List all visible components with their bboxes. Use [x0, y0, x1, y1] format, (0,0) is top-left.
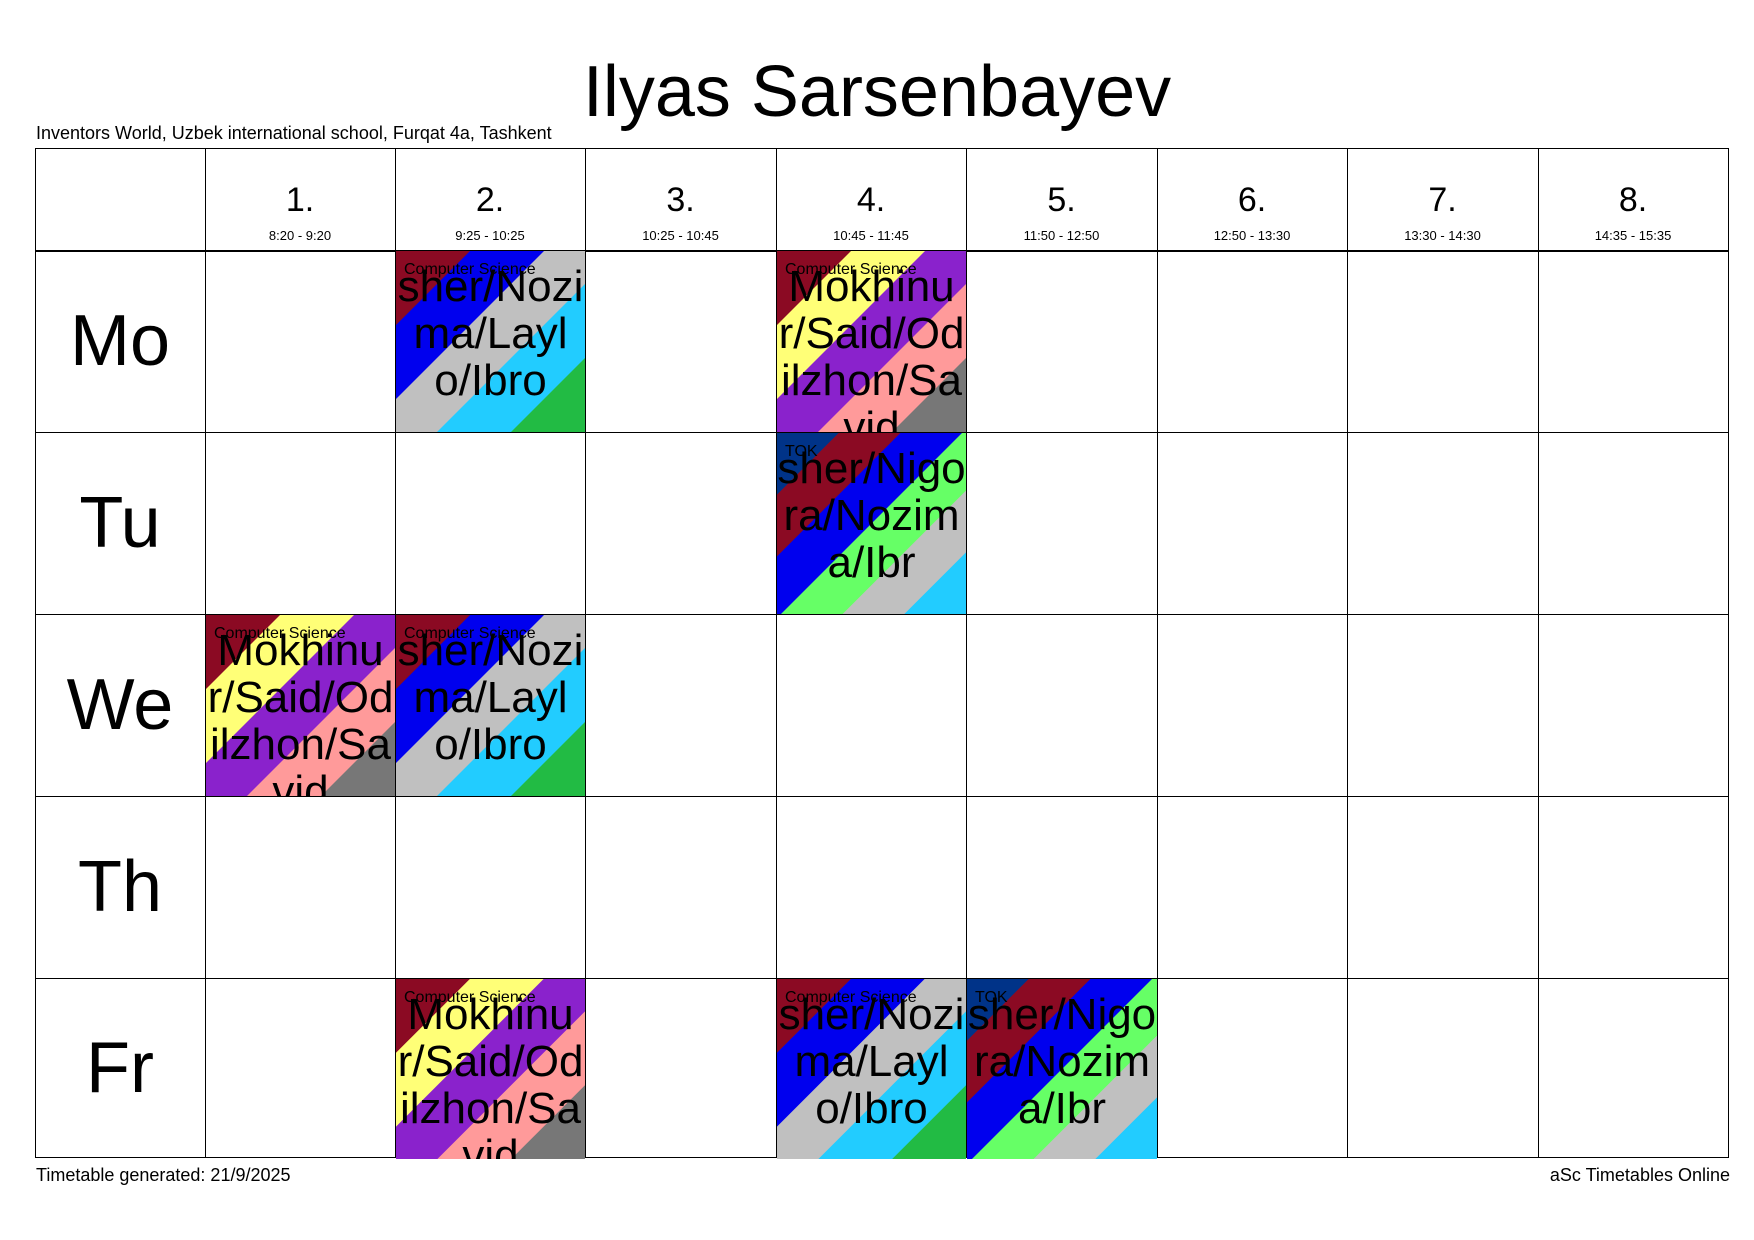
- lesson-card[interactable]: TOK sher/Nigora/Nozima/Ibr: [777, 433, 966, 614]
- day-label: Tu: [79, 483, 161, 563]
- stripe: [904, 552, 966, 614]
- period-number: 6.: [1237, 181, 1267, 219]
- period-number: 3.: [666, 181, 695, 219]
- lesson-subject: Computer Science: [404, 261, 536, 278]
- lesson-stripes: [777, 979, 966, 1159]
- period-number: 1.: [285, 181, 315, 219]
- generated-date: Timetable generated: 21/9/2025: [36, 1165, 291, 1185]
- period-time: 14:35 - 15:35: [1594, 228, 1672, 243]
- stripe: [777, 251, 966, 432]
- lesson-teachers: sher/Nozima/Laylo/Ibro: [397, 626, 584, 769]
- lesson-teachers: Mokhinur/Said/Odilzhon/Savid: [397, 990, 584, 1159]
- page-title: Ilyas Sarsenbayev: [582, 52, 1172, 132]
- grid-vline: [966, 149, 967, 1157]
- lesson-stripes: [967, 979, 1157, 1159]
- period-number: 2.: [475, 181, 505, 219]
- grid-hline: [36, 614, 1728, 615]
- grid-vline: [776, 149, 777, 1157]
- grid-hline: [36, 978, 1728, 979]
- period-time: 12:50 - 13:30: [1213, 228, 1291, 243]
- lesson-card[interactable]: Computer Science Mokhinur/Said/Odilzhon/S…: [206, 615, 395, 796]
- period-header: 5. 11:50 - 12:50: [966, 149, 1157, 250]
- lesson-stripes: [396, 979, 585, 1159]
- timetable-grid: 1. 8:20 - 9:20 2. 9:25 - 10:25 3. 10:25 - 10:…: [35, 148, 1729, 1159]
- lesson-card[interactable]: TOK sher/Nigora/Nozima/Ibr: [967, 979, 1157, 1159]
- stripe: [206, 615, 395, 796]
- period-header: 1. 8:20 - 9:20: [205, 149, 395, 250]
- lesson-stripes: [396, 251, 585, 432]
- grid-hline: [36, 796, 1728, 797]
- period-header: 6. 12:50 - 13:30: [1157, 149, 1347, 250]
- stripe: [511, 358, 585, 432]
- day-label: Th: [77, 847, 163, 927]
- period-header: 8. 14:35 - 15:35: [1538, 149, 1728, 250]
- lesson-card[interactable]: Computer Science Mokhinur/Said/Odilzhon/S…: [396, 979, 585, 1159]
- stripe: [1095, 1097, 1157, 1159]
- lesson-card[interactable]: Computer Science Mokhinur/Said/Odilzhon/S…: [777, 251, 966, 432]
- stripe: [777, 433, 963, 614]
- period-number: 8.: [1618, 181, 1648, 219]
- stripe: [967, 979, 1153, 1159]
- lesson-card[interactable]: Computer Science sher/Nozima/Laylo/Ibro: [396, 251, 585, 432]
- stripe: [396, 251, 585, 432]
- lesson-subject: Computer Science: [404, 989, 536, 1006]
- lesson-stripes: [777, 251, 966, 432]
- lesson-teachers: sher/Nozima/Laylo/Ibro: [397, 262, 584, 405]
- stripe: [972, 979, 1157, 1159]
- period-number: 4.: [856, 181, 886, 219]
- lesson-teachers: Mokhinur/Said/Odilzhon/Savid: [778, 262, 965, 432]
- stripe: [396, 979, 585, 1159]
- period-header: 4. 10:45 - 11:45: [776, 149, 966, 250]
- lesson-stripes: [396, 615, 585, 796]
- lesson-subject: Computer Science: [404, 625, 536, 642]
- lesson-stripes: [206, 615, 395, 796]
- period-time: 8:20 - 9:20: [268, 228, 332, 243]
- lesson-card[interactable]: Computer Science sher/Nozima/Laylo/Ibro: [777, 979, 966, 1159]
- stripe: [777, 979, 966, 1159]
- period-time: 11:50 - 12:50: [1023, 228, 1100, 243]
- grid-vline: [1157, 149, 1158, 1157]
- day-label: Mo: [69, 301, 171, 381]
- period-time: 10:45 - 11:45: [833, 228, 909, 243]
- grid-vline: [1347, 149, 1348, 1157]
- lesson-subject: TOK: [975, 989, 1008, 1006]
- stripe: [511, 722, 585, 796]
- period-header: 7. 13:30 - 14:30: [1347, 149, 1538, 250]
- lesson-teachers: sher/Nigora/Nozima/Ibr: [777, 444, 966, 587]
- lesson-subject: Computer Science: [785, 261, 917, 278]
- period-time: 9:25 - 10:25: [455, 228, 525, 243]
- grid-hline: [36, 432, 1728, 433]
- period-time: 10:25 - 10:45: [642, 228, 719, 243]
- lesson-subject: TOK: [785, 443, 818, 460]
- grid-vline: [585, 149, 586, 1157]
- grid-vline: [1538, 149, 1539, 1157]
- stripe: [892, 358, 966, 432]
- lesson-card[interactable]: Computer Science sher/Nozima/Laylo/Ibro: [396, 615, 585, 796]
- period-number: 7.: [1428, 181, 1457, 219]
- stripe: [321, 722, 395, 796]
- lesson-teachers: Mokhinur/Said/Odilzhon/Savid: [207, 626, 394, 796]
- school-address: Inventors World, Uzbek international sch…: [36, 123, 552, 143]
- day-label: Fr: [86, 1028, 154, 1108]
- lesson-stripes: [777, 433, 966, 614]
- period-time: 13:30 - 14:30: [1404, 228, 1481, 243]
- day-label: We: [66, 665, 174, 745]
- period-header: 2. 9:25 - 10:25: [395, 149, 585, 250]
- period-header: 3. 10:25 - 10:45: [585, 149, 776, 250]
- lesson-subject: Computer Science: [785, 989, 917, 1006]
- lesson-teachers: sher/Nigora/Nozima/Ibr: [967, 990, 1157, 1133]
- period-number: 5.: [1047, 181, 1076, 219]
- stripe: [396, 615, 585, 796]
- brand-label: aSc Timetables Online: [1549, 1165, 1730, 1185]
- lesson-teachers: sher/Nozima/Laylo/Ibro: [778, 990, 965, 1133]
- stripe: [781, 433, 966, 614]
- lesson-subject: Computer Science: [214, 625, 346, 642]
